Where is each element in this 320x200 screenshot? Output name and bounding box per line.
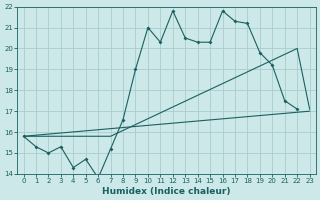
- X-axis label: Humidex (Indice chaleur): Humidex (Indice chaleur): [102, 187, 231, 196]
